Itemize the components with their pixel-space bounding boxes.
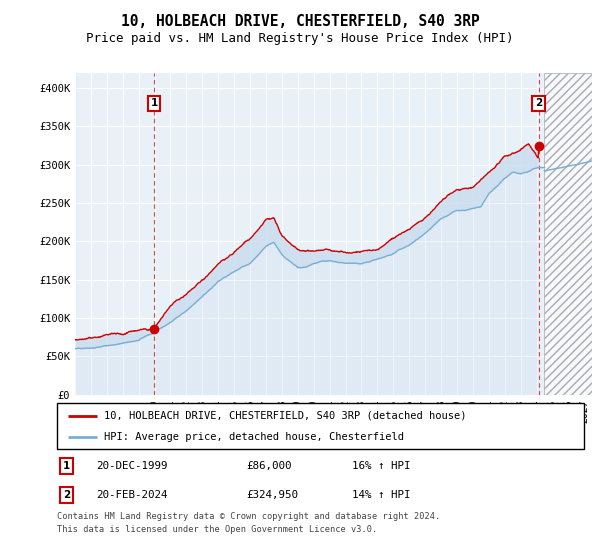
- Text: 10, HOLBEACH DRIVE, CHESTERFIELD, S40 3RP (detached house): 10, HOLBEACH DRIVE, CHESTERFIELD, S40 3R…: [104, 410, 467, 421]
- Text: 20-DEC-1999: 20-DEC-1999: [97, 461, 168, 470]
- Text: 2: 2: [535, 99, 542, 109]
- Text: 16% ↑ HPI: 16% ↑ HPI: [352, 461, 410, 470]
- Text: Contains HM Land Registry data © Crown copyright and database right 2024.: Contains HM Land Registry data © Crown c…: [57, 512, 440, 521]
- Text: £86,000: £86,000: [247, 461, 292, 470]
- FancyBboxPatch shape: [57, 403, 584, 449]
- Text: 10, HOLBEACH DRIVE, CHESTERFIELD, S40 3RP: 10, HOLBEACH DRIVE, CHESTERFIELD, S40 3R…: [121, 14, 479, 29]
- Text: This data is licensed under the Open Government Licence v3.0.: This data is licensed under the Open Gov…: [57, 525, 377, 534]
- Bar: [544, 73, 592, 395]
- Text: 1: 1: [63, 461, 70, 470]
- Text: 2: 2: [63, 491, 70, 500]
- Text: 14% ↑ HPI: 14% ↑ HPI: [352, 491, 410, 500]
- Text: 20-FEB-2024: 20-FEB-2024: [97, 491, 168, 500]
- Bar: [544, 73, 592, 395]
- Text: 1: 1: [151, 99, 158, 109]
- Text: Price paid vs. HM Land Registry's House Price Index (HPI): Price paid vs. HM Land Registry's House …: [86, 32, 514, 45]
- Text: £324,950: £324,950: [247, 491, 299, 500]
- Text: HPI: Average price, detached house, Chesterfield: HPI: Average price, detached house, Ches…: [104, 432, 404, 442]
